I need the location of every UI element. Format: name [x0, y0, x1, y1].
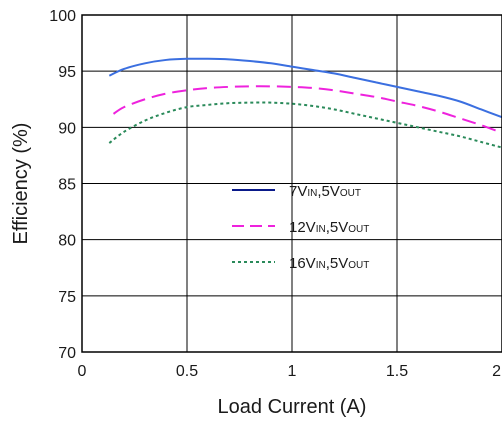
- y-tick-label: 75: [58, 289, 76, 306]
- x-tick-label: 1.5: [386, 363, 408, 380]
- legend-label-2: 12VIN,5VOUT: [289, 219, 369, 236]
- y-tick-label: 90: [58, 120, 76, 137]
- x-tick-label: 0.5: [176, 363, 198, 380]
- x-axis-label: Load Current (A): [218, 396, 367, 418]
- y-axis-label: Efficiency (%): [10, 123, 32, 245]
- y-tick-label: 95: [58, 64, 76, 81]
- y-tick-label: 100: [49, 8, 76, 25]
- tick-labels: 0 0.5 1 1.5 2 70 75 80 85 90 95 100: [49, 8, 501, 380]
- legend-label-1: 7VIN,5VOUT: [289, 183, 361, 200]
- legend-label-3: 16VIN,5VOUT: [289, 255, 369, 272]
- x-tick-label: 0: [78, 363, 87, 380]
- series-line-2: [112, 85, 502, 134]
- x-tick-label: 1: [288, 363, 297, 380]
- series-line-1: [108, 57, 502, 119]
- plot-frame: [81, 14, 502, 353]
- series-layer: [108, 57, 502, 149]
- y-tick-label: 85: [58, 177, 76, 194]
- y-tick-label: 70: [58, 345, 76, 362]
- legend: 7VIN,5VOUT 12VIN,5VOUT 16VIN,5VOUT: [232, 183, 369, 272]
- y-tick-label: 80: [58, 233, 76, 250]
- x-tick-label: 2: [492, 363, 501, 380]
- series-line-3: [108, 101, 502, 149]
